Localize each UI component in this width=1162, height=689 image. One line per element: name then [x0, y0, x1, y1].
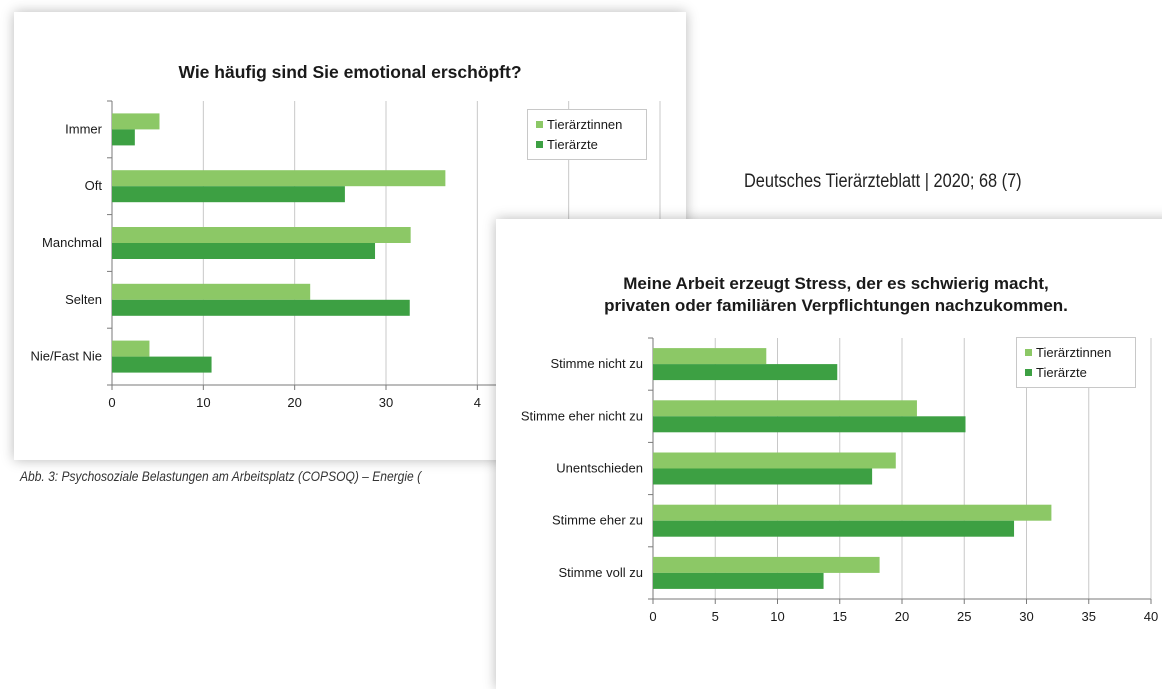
- legend-item-tieraerztinnen: Tierärztinnen: [1025, 342, 1127, 362]
- journal-citation: Deutsches Tierärzteblatt | 2020; 68 (7): [744, 171, 1022, 192]
- x-tick-label: 10: [196, 395, 210, 410]
- x-tick-label: 0: [108, 395, 115, 410]
- x-tick-label: 15: [833, 609, 847, 624]
- x-tick-label: 20: [287, 395, 301, 410]
- bar-tieraerztinnen: [653, 348, 767, 365]
- legend-item-tieraerzte: Tierärzte: [1025, 362, 1127, 382]
- bar-tieraerztinnen: [112, 227, 411, 243]
- x-tick-label: 30: [379, 395, 393, 410]
- bar-chart-work-stress: 0 5 10 15 20 25 30 35 40 Stimme nicht zu Stimme eh…: [521, 337, 1158, 624]
- legend-item-tieraerzte: Tierärzte: [536, 134, 638, 154]
- bar-tieraerztinnen: [653, 452, 896, 469]
- bar-tieraerztinnen: [112, 283, 311, 300]
- category-label: Nie/Fast Nie: [30, 349, 102, 364]
- legend-label: Tierärzte: [1036, 364, 1087, 380]
- legend-label: Tierärzte: [547, 136, 598, 152]
- category-label: Oft: [85, 178, 103, 193]
- x-tick-label: 0: [649, 609, 656, 624]
- bar-tieraerzte: [112, 186, 345, 203]
- legend-swatch-dark: [536, 140, 543, 148]
- category-label: Stimme eher nicht zu: [521, 408, 643, 423]
- figure-caption: Abb. 3: Psychosoziale Belastungen am Arb…: [20, 468, 422, 484]
- category-label: Unentschieden: [556, 461, 643, 476]
- category-label: Stimme eher zu: [552, 513, 643, 528]
- legend-swatch-dark: [1025, 368, 1032, 376]
- x-tick-label: 10: [770, 609, 784, 624]
- bar-tieraerztinnen: [112, 113, 160, 130]
- bar-tieraerzte: [112, 299, 410, 316]
- chart-card-work-stress: Meine Arbeit erzeugt Stress, der es schw…: [496, 219, 1162, 689]
- legend-label: Tierärztinnen: [547, 116, 623, 132]
- bar-tieraerztinnen: [653, 556, 880, 573]
- category-label: Manchmal: [42, 235, 102, 250]
- x-tick-label: 40: [1144, 609, 1158, 624]
- bar-tieraerzte: [112, 356, 212, 373]
- legend-label: Tierärztinnen: [1036, 344, 1112, 360]
- x-tick-label: 25: [957, 609, 971, 624]
- chart-legend: Tierärztinnen Tierärzte: [527, 109, 647, 160]
- x-tick-label: 4: [474, 395, 481, 410]
- chart-title: Wie häufig sind Sie emotional erschöpft?: [178, 62, 522, 82]
- bar-tieraerzte: [653, 520, 1015, 537]
- bar-tieraerzte: [653, 572, 824, 589]
- x-tick-label: 30: [1019, 609, 1033, 624]
- bar-tieraerzte: [653, 416, 966, 433]
- legend-item-tieraerztinnen: Tierärztinnen: [536, 114, 638, 134]
- category-label: Immer: [65, 121, 103, 136]
- x-tick-label: 35: [1082, 609, 1096, 624]
- bar-tieraerztinnen: [112, 340, 150, 357]
- bar-tieraerzte: [653, 364, 838, 381]
- bar-tieraerztinnen: [112, 170, 446, 187]
- bar-tieraerzte: [653, 468, 873, 485]
- bar-tieraerztinnen: [653, 504, 1052, 521]
- chart-legend: Tierärztinnen Tierärzte: [1016, 337, 1136, 388]
- category-label: Selten: [65, 292, 102, 307]
- category-label: Stimme nicht zu: [551, 356, 643, 371]
- category-label: Stimme voll zu: [558, 565, 643, 580]
- x-tick-label: 20: [895, 609, 909, 624]
- x-tick-label: 5: [712, 609, 719, 624]
- bar-tieraerztinnen: [653, 400, 917, 417]
- legend-swatch-light: [1025, 348, 1032, 356]
- bar-tieraerzte: [112, 243, 376, 259]
- legend-swatch-light: [536, 120, 543, 128]
- chart-title: Meine Arbeit erzeugt Stress, der es schw…: [604, 274, 1068, 315]
- bar-tieraerzte: [112, 129, 135, 146]
